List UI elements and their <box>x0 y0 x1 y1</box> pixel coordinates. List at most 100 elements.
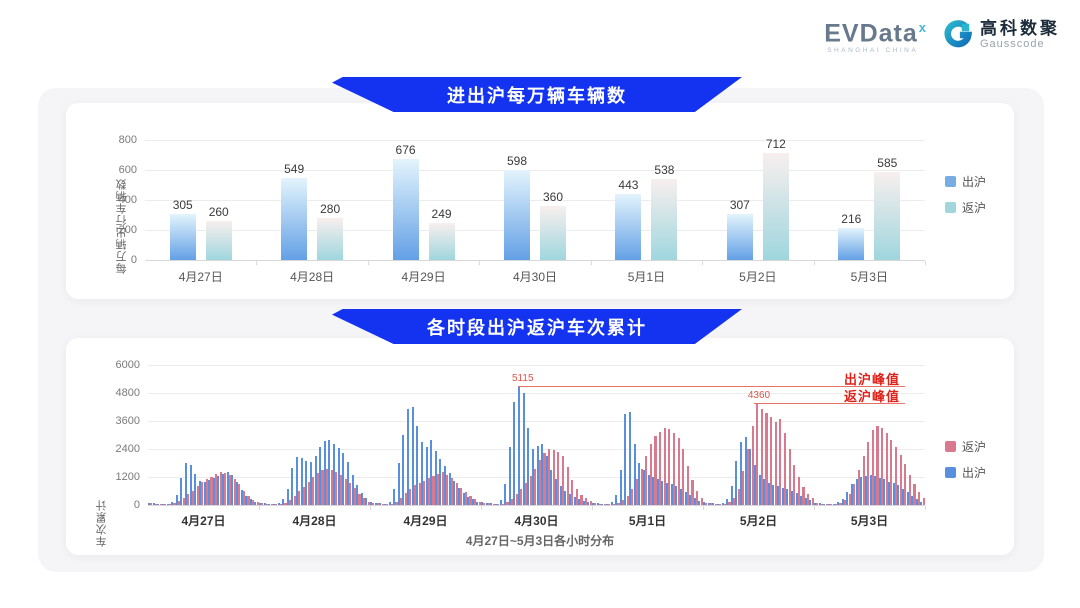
chart1-title: 进出沪每万辆车辆数 <box>447 85 627 106</box>
hour-bar-fanhu <box>534 468 537 505</box>
hour-bar-fanhu <box>483 502 486 505</box>
hour-bar-fanhu <box>682 449 685 505</box>
hour-bar-fanhu <box>381 503 384 505</box>
hour-bar-chuhu <box>837 502 840 505</box>
hour-bar-fanhu <box>922 498 925 505</box>
bar-fanhu <box>762 153 789 260</box>
hour-bar-chuhu <box>208 479 211 505</box>
hour-bar-chuhu <box>180 478 183 505</box>
hour-bar-fanhu <box>168 503 171 505</box>
hour-bar-fanhu <box>834 503 837 505</box>
hour-bar-fanhu <box>885 432 888 505</box>
hour-bar-chuhu <box>901 488 904 505</box>
hour-bar-chuhu <box>337 447 340 505</box>
hour-bar-fanhu <box>589 501 592 505</box>
hour-bar-chuhu <box>305 460 308 505</box>
hour-bar-chuhu <box>351 474 354 505</box>
hour-bar-chuhu <box>767 482 770 505</box>
hour-bar-chuhu <box>531 449 534 505</box>
hour-bar-fanhu <box>700 498 703 505</box>
hour-bar-fanhu <box>770 416 773 505</box>
hour-bar-chuhu <box>624 414 627 505</box>
hour-bar-chuhu <box>800 495 803 505</box>
chart2-legend: 返沪 出沪 <box>945 438 986 481</box>
hour-bar-fanhu <box>696 491 699 505</box>
hour-bar-fanhu <box>844 500 847 505</box>
hour-bar-chuhu <box>795 493 798 505</box>
hour-bar-fanhu <box>608 503 611 505</box>
y-tick-label: 6000 <box>115 359 140 371</box>
y-tick-label: 4800 <box>115 387 140 399</box>
hour-bar-fanhu <box>187 494 190 505</box>
gausscode-logo: 高科数聚 Gausscode <box>943 19 1060 51</box>
hour-bar-fanhu <box>663 428 666 505</box>
chart1-title-banner: 进出沪每万辆车辆数 <box>332 77 742 112</box>
hour-bar-fanhu <box>515 494 518 505</box>
hour-bar-fanhu <box>497 503 500 505</box>
bar-fanhu <box>540 206 566 260</box>
legend-item: 出沪 <box>945 173 986 190</box>
hour-bar-chuhu <box>712 503 715 505</box>
hour-bar-fanhu <box>427 478 430 505</box>
hour-bar-fanhu <box>765 412 768 505</box>
evdata-tagline: SHANGHAI CHINA <box>827 47 919 55</box>
x-tick-mark <box>814 506 815 510</box>
bar-value-label: 598 <box>506 154 528 169</box>
legend-swatch <box>945 467 956 478</box>
gridline-800 <box>145 140 925 141</box>
gridline-0 <box>145 260 925 261</box>
hour-bar-fanhu <box>298 491 301 505</box>
hour-bar-fanhu <box>677 437 680 505</box>
hour-bar-fanhu <box>575 488 578 505</box>
hour-bar-chuhu <box>911 495 914 505</box>
hour-bar-fanhu <box>173 503 176 505</box>
hour-bar-chuhu <box>518 385 521 505</box>
hour-bar-fanhu <box>774 422 777 505</box>
hour-bar-fanhu <box>252 499 255 505</box>
bar-fanhu <box>428 222 455 260</box>
hour-bar-fanhu <box>474 498 477 505</box>
hour-bar-chuhu <box>171 501 174 505</box>
hour-bar-fanhu <box>853 483 856 505</box>
hour-bar-chuhu <box>226 471 229 505</box>
hour-bar-fanhu <box>446 474 449 505</box>
hour-bar-fanhu <box>894 447 898 505</box>
hour-bar-chuhu <box>689 495 692 505</box>
y-tick-label: 600 <box>118 164 137 176</box>
legend-swatch <box>945 202 956 213</box>
hour-bar-chuhu <box>615 494 618 505</box>
hour-bar-fanhu <box>279 503 282 505</box>
hour-bar-fanhu <box>386 503 389 505</box>
hour-bar-chuhu <box>610 501 613 505</box>
hour-bar-fanhu <box>302 486 306 505</box>
x-axis-label: 4月30日 <box>514 514 559 528</box>
hour-bar-fanhu <box>450 478 454 505</box>
legend-item: 出沪 <box>945 464 986 481</box>
x-axis-label: 4月27日 <box>181 514 226 528</box>
hour-bar-fanhu <box>506 501 509 505</box>
hour-bar-chuhu <box>545 456 548 505</box>
x-axis-label: 4月27日 <box>178 270 223 284</box>
x-tick-mark <box>481 506 482 510</box>
hour-bar-chuhu <box>499 500 502 505</box>
hour-bar-fanhu <box>862 456 865 505</box>
hour-bar-fanhu <box>807 493 810 505</box>
hour-bar-fanhu <box>256 502 259 505</box>
hour-bar-chuhu <box>402 435 405 505</box>
hour-bar-chuhu <box>693 498 696 505</box>
hour-bar-fanhu <box>404 493 407 505</box>
hour-bar-fanhu <box>154 503 158 505</box>
hour-bar-chuhu <box>744 437 747 505</box>
hour-bar-fanhu <box>890 439 893 505</box>
hour-bar-fanhu <box>913 484 916 505</box>
hour-bar-chuhu <box>342 452 345 505</box>
hour-bar-fanhu <box>423 480 426 505</box>
bar-fanhu <box>874 172 901 260</box>
hour-bar-chuhu <box>388 501 391 505</box>
hour-bar-fanhu <box>709 503 713 505</box>
hour-bar-fanhu <box>335 472 338 505</box>
hour-bar-chuhu <box>652 477 655 505</box>
hour-bar-chuhu <box>855 479 858 505</box>
hour-bar-fanhu <box>275 504 278 505</box>
hour-bar-chuhu <box>883 479 886 505</box>
